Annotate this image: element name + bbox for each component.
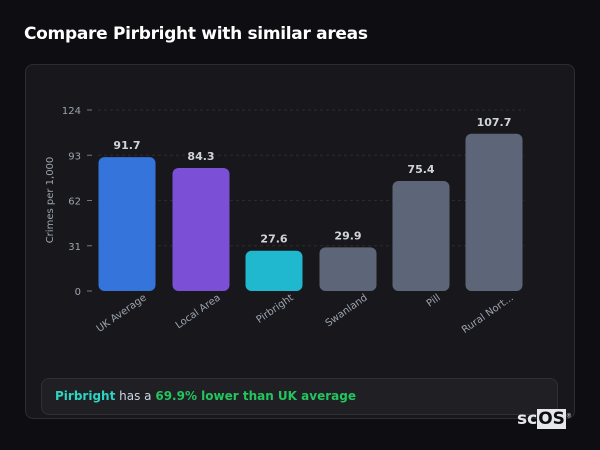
x-tick-label: Pirbright [255, 292, 296, 325]
y-tick-label: 31 [68, 242, 81, 253]
y-tick-label: 93 [68, 151, 81, 162]
x-tick-label: Local Area [174, 292, 223, 331]
x-tick-label: Swanland [324, 292, 370, 329]
bar [319, 247, 377, 291]
summary-difference: 69.9% lower than UK average [155, 389, 356, 403]
y-tick-label: 62 [68, 197, 81, 208]
data-label: 84.3 [187, 150, 214, 163]
y-tick-label: 124 [62, 106, 81, 117]
data-label: 75.4 [407, 163, 434, 176]
comparison-summary: Pirbright has a 69.9% lower than UK aver… [41, 378, 558, 415]
data-label: 91.7 [113, 139, 140, 152]
scos-logo: scOS® [517, 409, 572, 429]
y-axis-label: Crimes per 1,000 [45, 157, 56, 244]
data-label: 27.6 [260, 233, 287, 246]
bar [392, 180, 450, 291]
data-label: 107.7 [477, 116, 512, 129]
bar [465, 133, 523, 291]
bar [172, 167, 230, 291]
y-tick-label: 0 [75, 287, 81, 298]
summary-text: has a [115, 389, 156, 403]
bar [98, 157, 156, 291]
page-title: Compare Pirbright with similar areas [24, 24, 368, 44]
x-tick-label: UK Average [95, 292, 149, 334]
x-tick-label: Rural Nort... [460, 292, 516, 336]
bar [245, 250, 303, 291]
x-tick-label: Pill [425, 292, 443, 309]
summary-place: Pirbright [55, 389, 116, 403]
data-label: 29.9 [334, 229, 361, 242]
